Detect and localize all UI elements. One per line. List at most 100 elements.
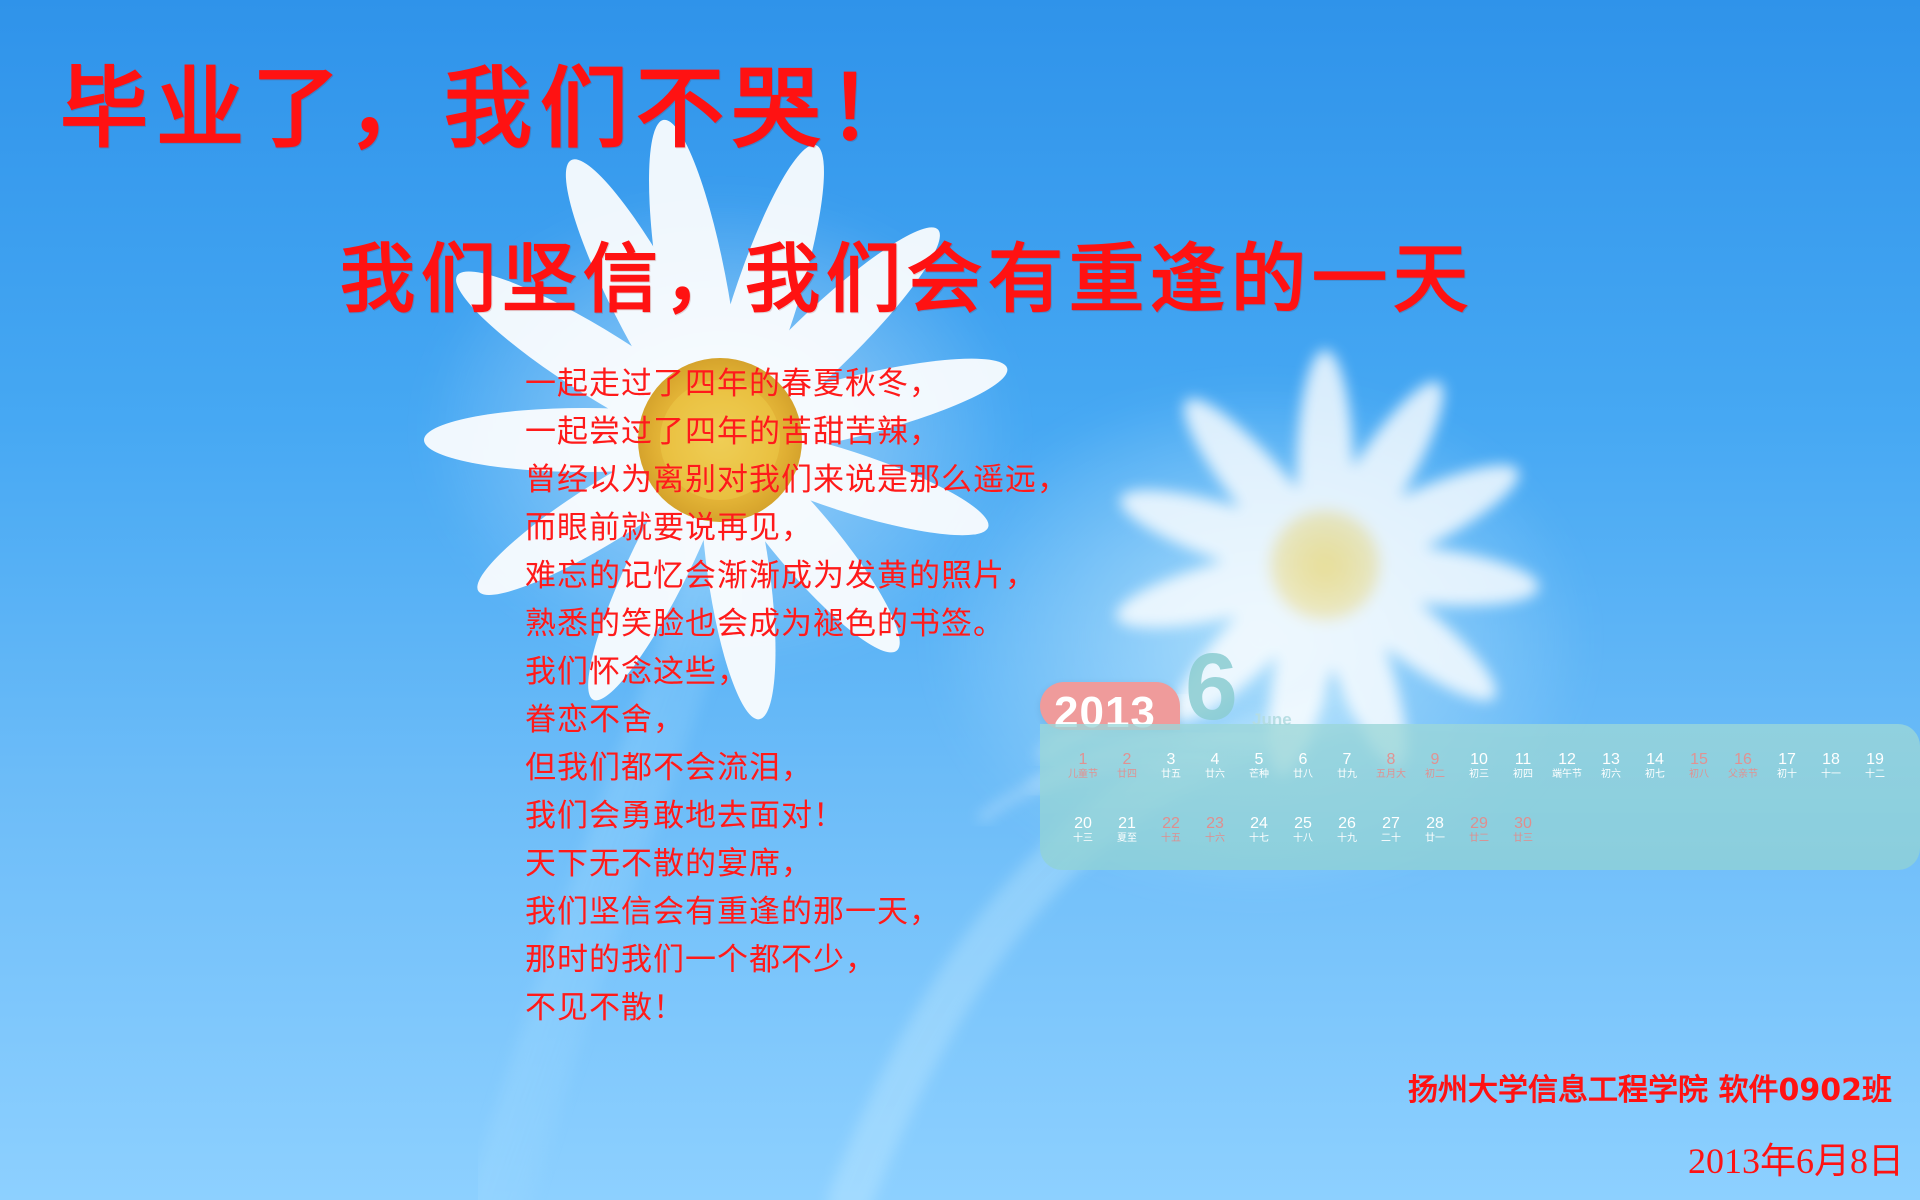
calendar-day: 12 端午节 [1544,752,1590,780]
calendar-day: 6 廿八 [1280,752,1326,780]
calendar-day-number: 23 [1206,815,1224,832]
calendar-day: 11 初四 [1500,752,1546,780]
calendar-lunar-label: 廿五 [1161,769,1181,780]
calendar-day-number: 24 [1250,815,1268,832]
calendar-day: 20 十三 [1060,816,1106,844]
calendar-year-pill [1040,682,1180,730]
calendar-lunar-label: 廿三 [1513,833,1533,844]
calendar-day-number: 25 [1294,815,1312,832]
calendar-widget: 2013 6 June 1 儿童节 2 廿四 3 廿五 4 廿六 5 芒种 6 廿八 7 廿九… [1040,640,1920,872]
calendar-lunar-label: 十九 [1337,833,1357,844]
calendar-lunar-label: 十八 [1293,833,1313,844]
calendar-day: 8 五月大 [1368,752,1414,780]
calendar-lunar-label: 初七 [1645,769,1665,780]
calendar-day: 26 十九 [1324,816,1370,844]
poem-line: 那时的我们一个都不少， [525,942,877,978]
calendar-lunar-label: 廿八 [1293,769,1313,780]
poem-line: 一起尝过了四年的苦甜苦辣， [525,414,941,450]
calendar-day-number: 28 [1426,815,1444,832]
poem-line: 而眼前就要说再见， [525,510,813,546]
calendar-day-number: 30 [1514,815,1532,832]
calendar-day-number: 15 [1690,751,1708,768]
calendar-day: 22 十五 [1148,816,1194,844]
calendar-day: 23 十六 [1192,816,1238,844]
calendar-day-number: 26 [1338,815,1356,832]
calendar-lunar-label: 初六 [1601,769,1621,780]
calendar-lunar-label: 端午节 [1552,769,1582,780]
calendar-day-number: 27 [1382,815,1400,832]
calendar-day: 2 廿四 [1104,752,1150,780]
calendar-day: 10 初三 [1456,752,1502,780]
calendar-day-number: 20 [1074,815,1092,832]
calendar-lunar-label: 十三 [1073,833,1093,844]
subtitle: 我们坚信，我们会有重逢的一天 [340,235,1475,323]
calendar-lunar-label: 初三 [1469,769,1489,780]
calendar-day: 7 廿九 [1324,752,1370,780]
poem-line: 一起走过了四年的春夏秋冬， [525,366,941,402]
calendar-lunar-label: 十二 [1865,769,1885,780]
calendar-day: 21 夏至 [1104,816,1150,844]
calendar-day: 3 廿五 [1148,752,1194,780]
calendar-lunar-label: 十五 [1161,833,1181,844]
calendar-lunar-label: 初二 [1425,769,1445,780]
calendar-lunar-label: 父亲节 [1728,769,1758,780]
calendar-day: 9 初二 [1412,752,1458,780]
main-title: 毕业了，我们不哭！ [60,57,925,160]
calendar-day-number: 6 [1298,751,1308,768]
calendar-lunar-label: 十七 [1249,833,1269,844]
calendar-day: 16 父亲节 [1720,752,1766,780]
calendar-lunar-label: 廿一 [1425,833,1445,844]
calendar-lunar-label: 初八 [1689,769,1709,780]
calendar-day: 1 儿童节 [1060,752,1106,780]
poem-line: 曾经以为离别对我们来说是那么遥远， [525,462,1069,498]
calendar-day: 17 初十 [1764,752,1810,780]
calendar-day: 18 十一 [1808,752,1854,780]
calendar-lunar-label: 十一 [1821,769,1841,780]
poem-line: 难忘的记忆会渐渐成为发黄的照片， [525,558,1037,594]
calendar-day-number: 5 [1254,751,1264,768]
calendar-day: 30 廿三 [1500,816,1546,844]
poem-block: 一起走过了四年的春夏秋冬， 一起尝过了四年的苦甜苦辣， 曾经以为离别对我们来说是… [525,360,1285,1032]
calendar-day-number: 11 [1514,751,1532,768]
calendar-day: 29 廿二 [1456,816,1502,844]
calendar-day-number: 2 [1122,751,1132,768]
calendar-day-number: 14 [1646,751,1664,768]
calendar-day-number: 18 [1822,751,1840,768]
poem-line: 我们怀念这些， [525,654,749,690]
calendar-day-number: 10 [1470,751,1488,768]
calendar-lunar-label: 廿二 [1469,833,1489,844]
calendar-lunar-label: 芒种 [1249,769,1269,780]
poem-line: 不见不散！ [525,990,685,1026]
calendar-day: 13 初六 [1588,752,1634,780]
calendar-day-number: 4 [1210,751,1220,768]
calendar-day: 24 十七 [1236,816,1282,844]
calendar-lunar-label: 初十 [1777,769,1797,780]
calendar-day-number: 8 [1386,751,1396,768]
calendar-day-number: 1 [1078,751,1088,768]
calendar-day-number: 21 [1118,815,1136,832]
calendar-lunar-label: 五月大 [1376,769,1406,780]
calendar-lunar-label: 初四 [1513,769,1533,780]
calendar-day: 14 初七 [1632,752,1678,780]
calendar-day-number: 17 [1778,751,1796,768]
calendar-lunar-label: 廿四 [1117,769,1137,780]
calendar-day: 5 芒种 [1236,752,1282,780]
calendar-lunar-label: 廿九 [1337,769,1357,780]
calendar-lunar-label: 二十 [1381,833,1401,844]
calendar-day-number: 7 [1342,751,1352,768]
poem-line: 眷恋不舍， [525,702,685,738]
calendar-day: 25 十八 [1280,816,1326,844]
poem-line: 我们会勇敢地去面对！ [525,798,845,834]
calendar-day: 27 二十 [1368,816,1414,844]
calendar-month-number: 6 [1185,634,1238,740]
calendar-lunar-label: 夏至 [1117,833,1137,844]
calendar-lunar-label: 儿童节 [1068,769,1098,780]
poem-line: 我们坚信会有重逢的那一天， [525,894,941,930]
calendar-day: 19 十二 [1852,752,1898,780]
calendar-day-number: 22 [1162,815,1180,832]
calendar-day-number: 12 [1558,751,1576,768]
calendar-panel: 1 儿童节 2 廿四 3 廿五 4 廿六 5 芒种 6 廿八 7 廿九 8 五月大 9 初二 10… [1040,724,1920,870]
calendar-day-number: 16 [1734,751,1752,768]
school-signature: 扬州大学信息工程学院 软件0902班 [1408,1073,1892,1108]
calendar-lunar-label: 十六 [1205,833,1225,844]
